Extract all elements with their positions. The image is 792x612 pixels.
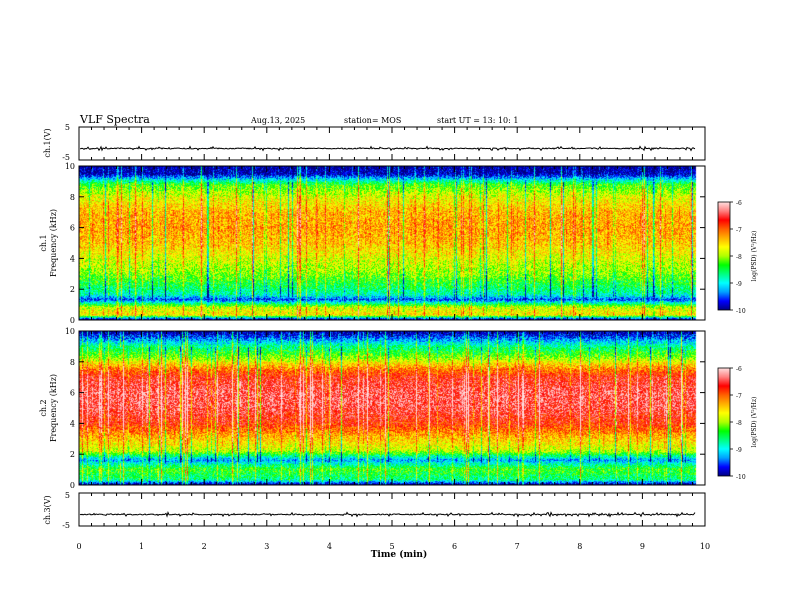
colorbar-tick-label: -7 <box>736 227 742 234</box>
ch1-ytick-label: 0 <box>70 316 75 325</box>
colorbar-label: log(PSD) (V²/Hz) <box>751 397 758 448</box>
x-tick-label: 6 <box>452 542 457 551</box>
ch1-colorbar: -6 -7 -8 -9 -10 log(PSD) (V²/Hz) <box>717 200 758 315</box>
ch2-frequency-ylabel: Frequency (kHz) <box>49 374 58 442</box>
colorbar-tick-label: -6 <box>736 200 742 207</box>
x-tick-label: 8 <box>577 542 582 551</box>
colorbar-scale <box>717 367 731 477</box>
ch1-frequency-ylabel: Frequency (kHz) <box>49 209 58 277</box>
colorbar-tick-label: -9 <box>736 447 742 454</box>
ch1-ytick-bottom: -5 <box>62 153 70 162</box>
ch1-ytick-label: 2 <box>70 285 75 294</box>
ch2-ytick-label: 2 <box>70 450 75 459</box>
ch3-waveform-trace <box>79 511 696 518</box>
ch3-ytick-top: 5 <box>65 491 70 500</box>
colorbar-scale <box>717 201 731 311</box>
x-axis: 0 1 2 3 4 5 6 7 8 9 10 <box>76 127 710 551</box>
ch2-ytick-label: 6 <box>70 389 75 398</box>
x-tick-label: 5 <box>389 542 394 551</box>
x-tick-label: 2 <box>202 542 207 551</box>
ch1-ytick-label: 8 <box>70 193 75 202</box>
ch1-spectrogram-panel: 0 2 4 6 8 10 ch.1 Frequency (kHz) <box>39 162 706 325</box>
colorbar-tick-label: -6 <box>736 366 742 373</box>
x-tick-label: 7 <box>515 542 520 551</box>
ch2-label: ch.2 <box>39 399 48 416</box>
ch3-waveform-panel: 5 -5 ch.3(V) <box>43 491 706 530</box>
ch2-ytick-label: 4 <box>70 419 75 428</box>
x-tick-label: 4 <box>327 542 332 551</box>
colorbar-tick-label: -8 <box>736 254 742 261</box>
colorbar-tick-label: -10 <box>736 308 746 315</box>
ch1-ytick-top: 5 <box>65 123 70 132</box>
ch2-colorbar: -6 -7 -8 -9 -10 log(PSD) (V²/Hz) <box>717 366 758 481</box>
ch2-spectrogram-panel: 0 2 4 6 8 10 ch.2 Frequency (kHz) <box>39 327 706 490</box>
ch1-ytick-label: 10 <box>65 162 75 171</box>
colorbar-label: log(PSD) (V²/Hz) <box>751 231 758 282</box>
colorbar-tick-label: -8 <box>736 420 742 427</box>
ch3-ytick-bottom: -5 <box>62 521 70 530</box>
ch3-waveform-ylabel: ch.3(V) <box>43 495 52 524</box>
colorbar-tick-label: -9 <box>736 281 742 288</box>
ch2-spectrogram-image <box>79 331 705 485</box>
x-tick-label: 9 <box>640 542 645 551</box>
ch1-waveform-trace <box>79 145 696 152</box>
ch1-waveform-ylabel: ch.1(V) <box>43 128 52 157</box>
x-tick-label: 3 <box>264 542 269 551</box>
ch2-ytick-label: 10 <box>65 327 75 336</box>
start-time-label: start UT = 13: 10: 1 <box>437 116 518 125</box>
x-axis-label: Time (min) <box>371 549 428 560</box>
x-tick-label: 1 <box>139 542 144 551</box>
ch1-ytick-label: 6 <box>70 224 75 233</box>
colorbar-tick-label: -7 <box>736 393 742 400</box>
ch2-ytick-label: 0 <box>70 481 75 490</box>
ch1-waveform-panel: 5 -5 ch.1(V) <box>43 123 706 162</box>
ch1-spectrogram-image <box>79 166 705 320</box>
figure-title: VLF Spectra <box>79 113 150 126</box>
date-label: Aug.13, 2025 <box>250 116 305 125</box>
ch2-ytick-label: 8 <box>70 358 75 367</box>
colorbar-tick-label: -10 <box>736 474 746 481</box>
x-tick-label: 10 <box>700 542 710 551</box>
x-tick-label: 0 <box>76 542 81 551</box>
station-label: station= MOS <box>344 116 401 125</box>
ch1-label: ch.1 <box>39 234 48 251</box>
ch1-ytick-label: 4 <box>70 254 75 263</box>
